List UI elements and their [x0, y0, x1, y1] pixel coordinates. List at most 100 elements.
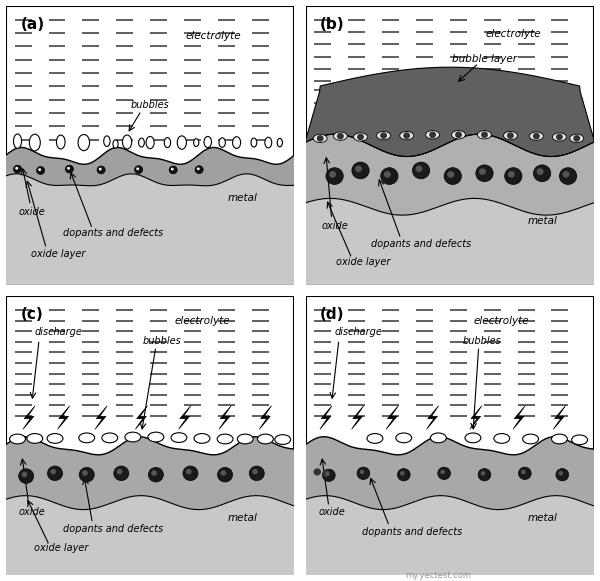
Text: metal: metal: [527, 513, 557, 523]
Ellipse shape: [313, 134, 327, 142]
Circle shape: [15, 167, 18, 170]
Ellipse shape: [425, 131, 440, 139]
Polygon shape: [306, 67, 594, 156]
Circle shape: [563, 171, 569, 178]
Ellipse shape: [194, 139, 199, 146]
Circle shape: [400, 471, 404, 475]
Text: metal: metal: [227, 513, 257, 523]
Text: bubbles: bubbles: [142, 336, 181, 346]
Ellipse shape: [400, 131, 413, 140]
Ellipse shape: [396, 433, 412, 443]
Circle shape: [556, 468, 569, 481]
Circle shape: [357, 134, 364, 141]
Circle shape: [381, 168, 398, 184]
Ellipse shape: [465, 433, 481, 443]
Circle shape: [559, 471, 563, 475]
Circle shape: [65, 165, 73, 173]
Circle shape: [114, 466, 129, 480]
Circle shape: [329, 171, 336, 178]
Ellipse shape: [171, 433, 187, 443]
Text: electrolyte: electrolyte: [186, 31, 241, 41]
Polygon shape: [23, 406, 35, 429]
Ellipse shape: [27, 433, 43, 443]
Circle shape: [38, 168, 41, 171]
Polygon shape: [6, 437, 294, 510]
Ellipse shape: [572, 435, 587, 444]
Circle shape: [355, 166, 362, 172]
Text: oxide layer: oxide layer: [336, 257, 391, 267]
Circle shape: [438, 467, 451, 479]
Ellipse shape: [251, 138, 257, 147]
Circle shape: [479, 168, 486, 175]
Ellipse shape: [238, 434, 253, 444]
Circle shape: [397, 468, 410, 481]
Ellipse shape: [125, 432, 141, 442]
Ellipse shape: [551, 434, 568, 444]
Ellipse shape: [78, 134, 89, 150]
Text: oxide layer: oxide layer: [34, 543, 88, 554]
Ellipse shape: [29, 134, 40, 151]
Circle shape: [352, 162, 369, 179]
Circle shape: [13, 165, 22, 173]
Polygon shape: [6, 148, 294, 186]
Circle shape: [359, 469, 364, 474]
Circle shape: [186, 469, 191, 475]
Text: bubbles: bubbles: [131, 100, 169, 110]
Ellipse shape: [265, 137, 272, 148]
Ellipse shape: [452, 131, 466, 139]
Circle shape: [116, 469, 122, 475]
Polygon shape: [470, 406, 482, 429]
Polygon shape: [306, 496, 594, 575]
Circle shape: [97, 166, 105, 174]
Text: (c): (c): [20, 307, 43, 322]
Ellipse shape: [494, 433, 509, 443]
Polygon shape: [306, 134, 594, 215]
Circle shape: [357, 467, 370, 479]
Ellipse shape: [177, 136, 187, 149]
Text: dopants and defects: dopants and defects: [62, 524, 163, 534]
Text: bubbles: bubbles: [462, 336, 501, 346]
Circle shape: [573, 135, 580, 142]
Ellipse shape: [277, 138, 283, 147]
Ellipse shape: [104, 136, 110, 146]
Ellipse shape: [275, 435, 290, 444]
Text: oxide: oxide: [319, 507, 345, 517]
Text: discharge: discharge: [335, 327, 382, 337]
Ellipse shape: [146, 137, 154, 149]
Ellipse shape: [553, 133, 566, 141]
Circle shape: [507, 132, 514, 139]
Polygon shape: [259, 406, 271, 429]
Polygon shape: [95, 406, 107, 429]
Circle shape: [403, 132, 410, 139]
Polygon shape: [6, 174, 294, 285]
Ellipse shape: [122, 135, 131, 149]
Circle shape: [151, 470, 157, 476]
Circle shape: [218, 468, 233, 482]
Text: metal: metal: [527, 216, 557, 225]
Ellipse shape: [148, 432, 164, 442]
Circle shape: [79, 468, 94, 482]
Circle shape: [67, 167, 70, 170]
Circle shape: [455, 131, 462, 138]
Ellipse shape: [113, 140, 118, 148]
Text: bubble layer: bubble layer: [452, 53, 517, 64]
Circle shape: [220, 470, 226, 476]
Circle shape: [50, 469, 56, 475]
Circle shape: [195, 166, 203, 174]
Circle shape: [22, 472, 28, 477]
Polygon shape: [352, 406, 364, 429]
Polygon shape: [320, 406, 332, 429]
Circle shape: [533, 165, 551, 182]
Ellipse shape: [204, 137, 212, 148]
Ellipse shape: [102, 433, 118, 443]
Text: metal: metal: [227, 193, 257, 203]
Circle shape: [322, 469, 329, 477]
Polygon shape: [386, 406, 398, 429]
Ellipse shape: [377, 131, 391, 140]
Ellipse shape: [79, 433, 95, 443]
Ellipse shape: [334, 132, 347, 141]
Ellipse shape: [233, 137, 241, 148]
Ellipse shape: [139, 138, 145, 147]
Text: dopants and defects: dopants and defects: [371, 239, 471, 249]
Circle shape: [326, 168, 343, 184]
